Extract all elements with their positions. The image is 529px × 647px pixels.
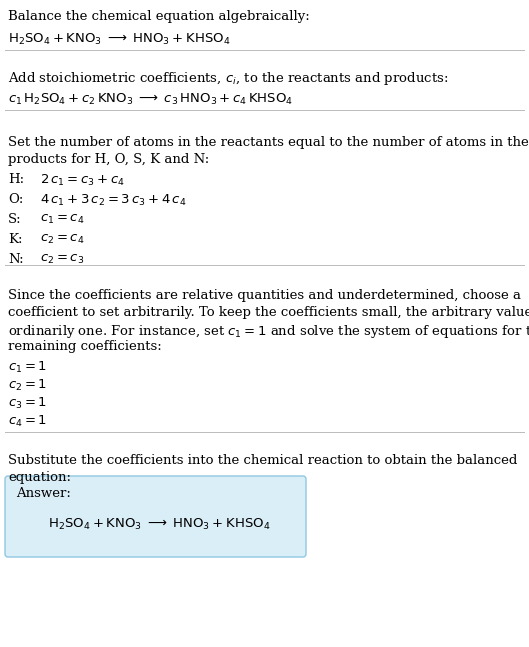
- Text: $c_1 = c_4$: $c_1 = c_4$: [40, 213, 85, 226]
- Text: N:: N:: [8, 253, 24, 266]
- Text: Add stoichiometric coefficients, $c_i$, to the reactants and products:: Add stoichiometric coefficients, $c_i$, …: [8, 70, 449, 87]
- Text: $4\,c_1 + 3\,c_2 = 3\,c_3 + 4\,c_4$: $4\,c_1 + 3\,c_2 = 3\,c_3 + 4\,c_4$: [40, 193, 186, 208]
- Text: ordinarily one. For instance, set $c_1 = 1$ and solve the system of equations fo: ordinarily one. For instance, set $c_1 =…: [8, 323, 529, 340]
- Text: O:: O:: [8, 193, 23, 206]
- Text: Substitute the coefficients into the chemical reaction to obtain the balanced: Substitute the coefficients into the che…: [8, 454, 517, 467]
- Text: coefficient to set arbitrarily. To keep the coefficients small, the arbitrary va: coefficient to set arbitrarily. To keep …: [8, 306, 529, 319]
- Text: Balance the chemical equation algebraically:: Balance the chemical equation algebraica…: [8, 10, 310, 23]
- Text: $c_1 = 1$: $c_1 = 1$: [8, 360, 47, 375]
- Text: $c_1\,\mathsf{H_2SO_4} + c_2\,\mathsf{KNO_3} \;\longrightarrow\; c_3\,\mathsf{HN: $c_1\,\mathsf{H_2SO_4} + c_2\,\mathsf{KN…: [8, 92, 293, 107]
- Text: $c_3 = 1$: $c_3 = 1$: [8, 396, 47, 411]
- Text: equation:: equation:: [8, 471, 71, 484]
- Text: $\mathsf{H_2SO_4 + KNO_3 \;\longrightarrow\; HNO_3 + KHSO_4}$: $\mathsf{H_2SO_4 + KNO_3 \;\longrightarr…: [48, 517, 270, 532]
- Text: S:: S:: [8, 213, 22, 226]
- Text: remaining coefficients:: remaining coefficients:: [8, 340, 162, 353]
- Text: $2\,c_1 = c_3 + c_4$: $2\,c_1 = c_3 + c_4$: [40, 173, 125, 188]
- Text: $c_2 = c_3$: $c_2 = c_3$: [40, 253, 84, 266]
- Text: products for H, O, S, K and N:: products for H, O, S, K and N:: [8, 153, 209, 166]
- Text: H:: H:: [8, 173, 24, 186]
- Text: $\mathsf{H_2SO_4 + KNO_3 \;\longrightarrow\; HNO_3 + KHSO_4}$: $\mathsf{H_2SO_4 + KNO_3 \;\longrightarr…: [8, 32, 231, 47]
- Text: Answer:: Answer:: [16, 487, 71, 500]
- Text: K:: K:: [8, 233, 23, 246]
- Text: $c_2 = 1$: $c_2 = 1$: [8, 378, 47, 393]
- Text: Set the number of atoms in the reactants equal to the number of atoms in the: Set the number of atoms in the reactants…: [8, 136, 529, 149]
- Text: $c_2 = c_4$: $c_2 = c_4$: [40, 233, 85, 246]
- Text: $c_4 = 1$: $c_4 = 1$: [8, 414, 47, 429]
- Text: Since the coefficients are relative quantities and underdetermined, choose a: Since the coefficients are relative quan…: [8, 289, 521, 302]
- FancyBboxPatch shape: [5, 476, 306, 557]
